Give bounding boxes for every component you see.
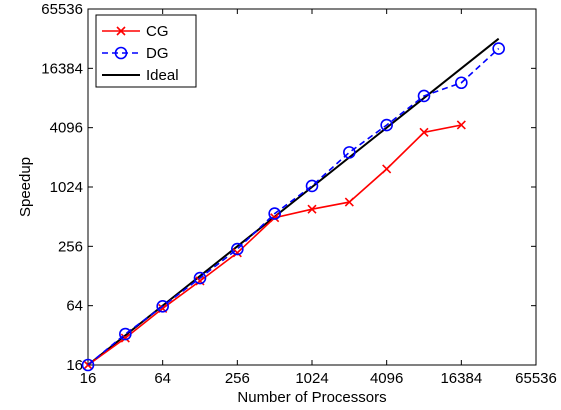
legend-item-cg: CG bbox=[102, 23, 169, 40]
data-point-dg bbox=[492, 42, 505, 55]
legend-items: CG DG Ideal bbox=[102, 23, 179, 84]
y-axis-label: Speedup bbox=[17, 157, 34, 217]
series-ideal bbox=[87, 37, 500, 366]
y-tick-label: 4096 bbox=[50, 120, 83, 137]
legend-label-ideal: Ideal bbox=[146, 67, 179, 84]
series-dg bbox=[81, 42, 505, 372]
data-point-cg bbox=[307, 204, 317, 214]
y-tick-label: 256 bbox=[58, 238, 83, 255]
legend: CG DG Ideal bbox=[95, 14, 197, 88]
legend-item-ideal: Ideal bbox=[102, 67, 179, 84]
data-point-cg bbox=[382, 164, 392, 174]
data-point-dg bbox=[268, 207, 281, 220]
data-point-cg bbox=[344, 197, 354, 207]
y-tick-label: 64 bbox=[66, 298, 83, 315]
data-point-dg bbox=[156, 300, 169, 313]
x-tick-label: 16 bbox=[80, 370, 97, 387]
data-point-dg bbox=[343, 146, 356, 159]
data-point-cg bbox=[270, 213, 280, 223]
data-point-cg bbox=[232, 248, 242, 258]
x-tick-label: 256 bbox=[225, 370, 250, 387]
data-point-cg bbox=[419, 127, 429, 137]
x-tick-label: 1024 bbox=[295, 370, 328, 387]
series-cg bbox=[83, 120, 466, 370]
legend-item-dg: DG bbox=[102, 45, 169, 62]
y-tick-label: 16 bbox=[66, 357, 83, 374]
x-tick-label: 16384 bbox=[440, 370, 482, 387]
data-point-dg bbox=[455, 76, 468, 90]
data-point-dg bbox=[380, 118, 393, 132]
legend-marker-dg bbox=[114, 46, 128, 60]
data-point-dg bbox=[417, 89, 431, 103]
y-tick-label: 65536 bbox=[41, 1, 83, 18]
legend-marker-cg bbox=[116, 26, 126, 36]
legend-label-cg: CG bbox=[146, 23, 169, 40]
data-point-dg bbox=[81, 358, 95, 372]
series-line-dg bbox=[87, 47, 500, 366]
x-axis-label: Number of Processors bbox=[237, 389, 386, 406]
y-tick-label: 16384 bbox=[41, 60, 83, 77]
data-point-dg bbox=[305, 179, 319, 193]
x-tick-label: 64 bbox=[154, 370, 171, 387]
x-tick-label: 65536 bbox=[515, 370, 557, 387]
series-layer bbox=[81, 37, 505, 372]
data-point-dg bbox=[119, 327, 132, 341]
legend-label-dg: DG bbox=[146, 45, 169, 62]
data-point-dg bbox=[193, 271, 207, 285]
y-tick-label: 1024 bbox=[50, 179, 83, 196]
ticks-layer: 16 64 256 1024 4096 16384 65536 16 64 256 1024 4096… bbox=[41, 1, 557, 387]
series-line-ideal bbox=[87, 37, 500, 366]
data-point-dg bbox=[231, 242, 244, 256]
x-tick-label: 4096 bbox=[370, 370, 403, 387]
data-point-cg bbox=[456, 120, 466, 130]
